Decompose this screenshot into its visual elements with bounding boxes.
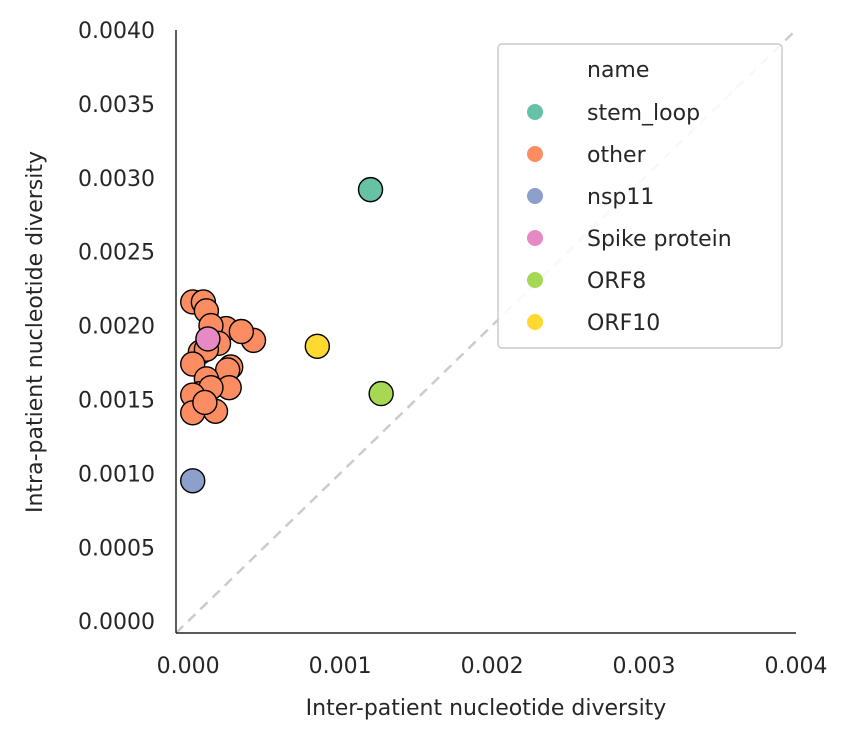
legend-label-other: other [587,143,647,168]
x-tick-label: 0.000 [157,654,220,679]
legend-marker-orf8 [527,272,543,288]
y-axis-label: Intra-patient nucleotide diversity [23,151,48,513]
x-tick-label: 0.002 [461,654,524,679]
legend-label-nsp11: nsp11 [587,185,654,210]
x-tick-labels: 0.000 0.001 0.002 0.003 0.004 [157,654,828,679]
legend-label-orf8: ORF8 [587,269,646,294]
data-point-spike-protein [195,326,221,352]
legend-marker-other [527,146,543,162]
y-tick-label: 0.0025 [78,241,155,266]
legend-label-orf10: ORF10 [587,311,660,336]
data-point-orf8 [368,380,394,407]
y-tick-label: 0.0030 [78,167,155,192]
data-points [180,176,394,494]
data-point-orf10 [304,333,331,359]
legend-marker-orf10 [527,314,543,330]
data-point-other [192,389,218,416]
y-tick-label: 0.0035 [78,93,155,118]
legend-marker-stem-loop [527,104,543,120]
legend-label-spike-protein: Spike protein [587,227,732,252]
x-tick-label: 0.003 [613,654,676,679]
data-point-other [228,318,255,345]
y-tick-label: 0.0040 [78,19,155,44]
data-point-nsp11 [180,468,206,494]
x-tick-label: 0.004 [765,654,828,679]
y-tick-label: 0.0005 [78,536,155,561]
y-tick-labels: 0.0000 0.0005 0.0010 0.0015 0.0020 0.0025 0.00… [78,19,155,635]
x-tick-label: 0.001 [309,654,372,679]
y-tick-label: 0.0010 [78,462,155,487]
data-point-stem-loop [357,176,384,203]
y-tick-label: 0.0000 [78,610,155,635]
legend-marker-nsp11 [527,188,543,204]
legend-frame [497,43,783,349]
x-axis-label: Inter-patient nucleotide diversity [306,696,667,721]
legend-label-stem-loop: stem_loop [587,101,700,126]
y-tick-label: 0.0020 [78,315,155,340]
legend-marker-spike-protein [527,230,543,246]
y-tick-label: 0.0015 [78,388,155,413]
legend-title: name [587,58,649,83]
